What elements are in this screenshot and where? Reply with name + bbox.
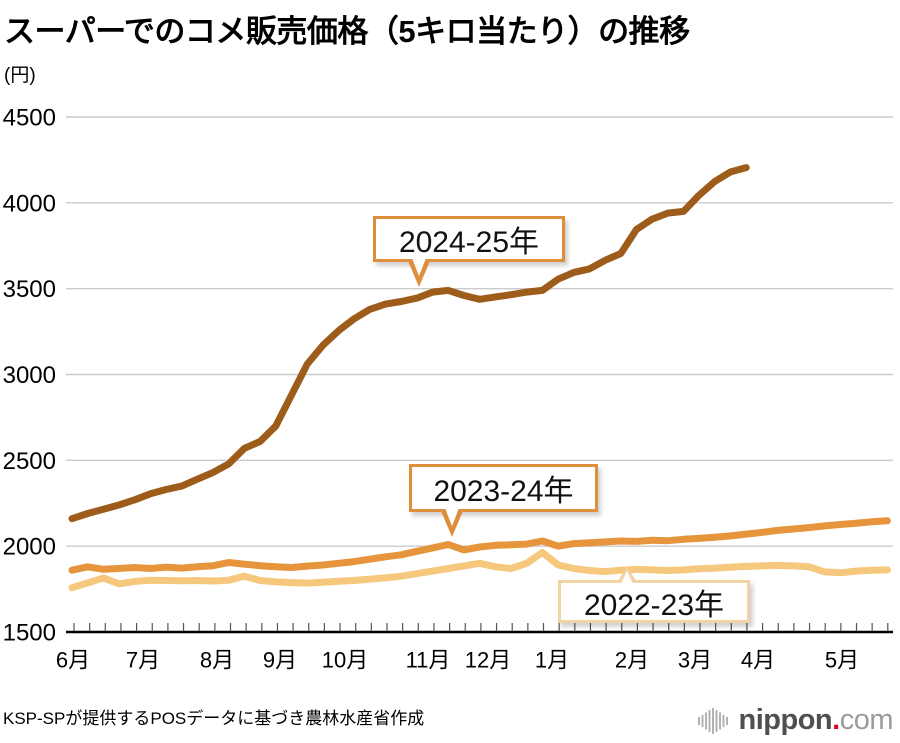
x-axis-label: 5月	[825, 648, 859, 673]
annotation-2022-23: 2022-23年	[558, 567, 750, 623]
nippon-logo-text: nippon.com	[739, 704, 894, 737]
annotation-label: 2022-23年	[583, 588, 725, 622]
annotation-2024-25: 2024-25年	[373, 216, 565, 287]
x-axis-label: 12月	[465, 648, 511, 673]
series-line-2022-23年	[68, 549, 891, 592]
logo-dot: .	[832, 704, 840, 736]
x-axis-label: 7月	[126, 648, 160, 673]
annotation-box: 2022-23年	[558, 580, 750, 623]
annotation-label: 2024-25年	[398, 226, 540, 259]
annotation-box: 2023-24年	[409, 464, 598, 512]
y-axis-label: 1500	[3, 620, 56, 647]
x-axis-label: 11月	[406, 648, 451, 673]
x-axis-label: 1月	[535, 648, 569, 673]
nippon-com-logo: nippon.com	[697, 704, 894, 737]
y-axis-unit-label: (円)	[4, 65, 36, 86]
nippon-logo-icon	[697, 707, 728, 734]
y-axis-label: 3500	[3, 276, 56, 303]
x-axis-label: 9月	[263, 648, 297, 673]
x-axis-label: 6月	[56, 648, 90, 673]
y-axis-label: 2500	[3, 448, 56, 475]
annotation-box: 2024-25年	[373, 216, 565, 262]
page-title: スーパーでのコメ販売価格（5キロ当たり）の推移	[4, 14, 690, 49]
annotation-2023-24: 2023-24年	[409, 464, 598, 537]
y-axis-label: 4000	[3, 190, 56, 217]
x-axis-label: 4月	[741, 648, 775, 673]
logo-brand: nippon	[738, 704, 833, 736]
y-axis-label: 3000	[3, 362, 56, 389]
x-axis-label: 3月	[678, 648, 712, 673]
series-line-2024-25年	[68, 164, 750, 523]
logo-tld: com	[839, 704, 894, 736]
x-axis-label: 8月	[200, 648, 234, 673]
y-axis-label: 2000	[3, 534, 56, 561]
annotation-label: 2023-24年	[433, 475, 574, 508]
x-axis-label: 2月	[615, 648, 649, 673]
series-line-2023-24年	[68, 517, 891, 574]
x-axis-label: 10月	[322, 648, 368, 673]
y-axis-label: 4500	[3, 105, 56, 132]
source-note: KSP-SPが提供するPOSデータに基づき農林水産省作成	[3, 709, 425, 728]
